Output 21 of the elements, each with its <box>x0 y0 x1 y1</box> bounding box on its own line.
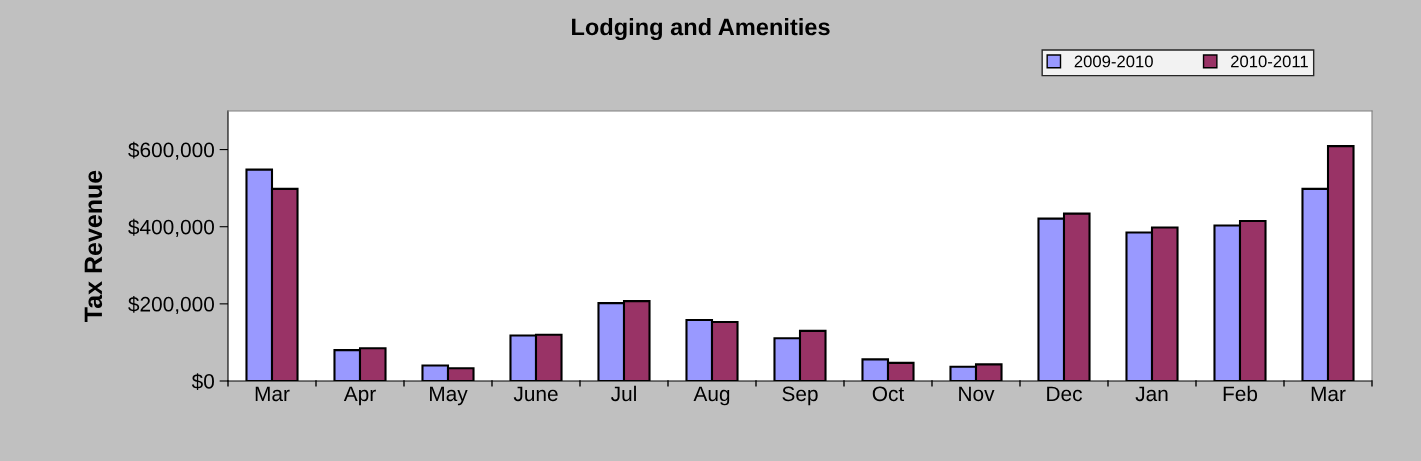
y-tick-label: $400,000 <box>128 218 214 237</box>
x-tick-label: Dec <box>1047 386 1082 402</box>
x-tick-label: Mar <box>255 386 290 402</box>
x-tick-label: Aug <box>693 386 730 406</box>
x-tick-label: Oct <box>872 386 905 402</box>
x-tick-label: Mar <box>1311 386 1346 402</box>
chart-title: Lodging and Amenities <box>572 18 830 41</box>
x-tick-label: Jul <box>611 385 636 402</box>
x-tick-label: Nov <box>959 386 995 402</box>
y-tick-label: $0 <box>191 373 214 390</box>
y-axis-title: Tax Revenue <box>84 170 103 322</box>
legend-label: 2009-2010 <box>1074 55 1153 68</box>
y-tick-label: $600,000 <box>128 141 214 160</box>
x-tick-label: Sep <box>782 386 818 406</box>
x-tick-label: May <box>430 386 468 406</box>
x-tick-label: Apr <box>343 386 376 406</box>
y-tick-label: $200,000 <box>128 295 214 315</box>
legend-label: 2010-2011 <box>1231 55 1308 68</box>
x-tick-label: Feb <box>1223 385 1258 402</box>
x-tick-label: June <box>513 386 558 402</box>
x-tick-label: Jan <box>1135 386 1168 402</box>
